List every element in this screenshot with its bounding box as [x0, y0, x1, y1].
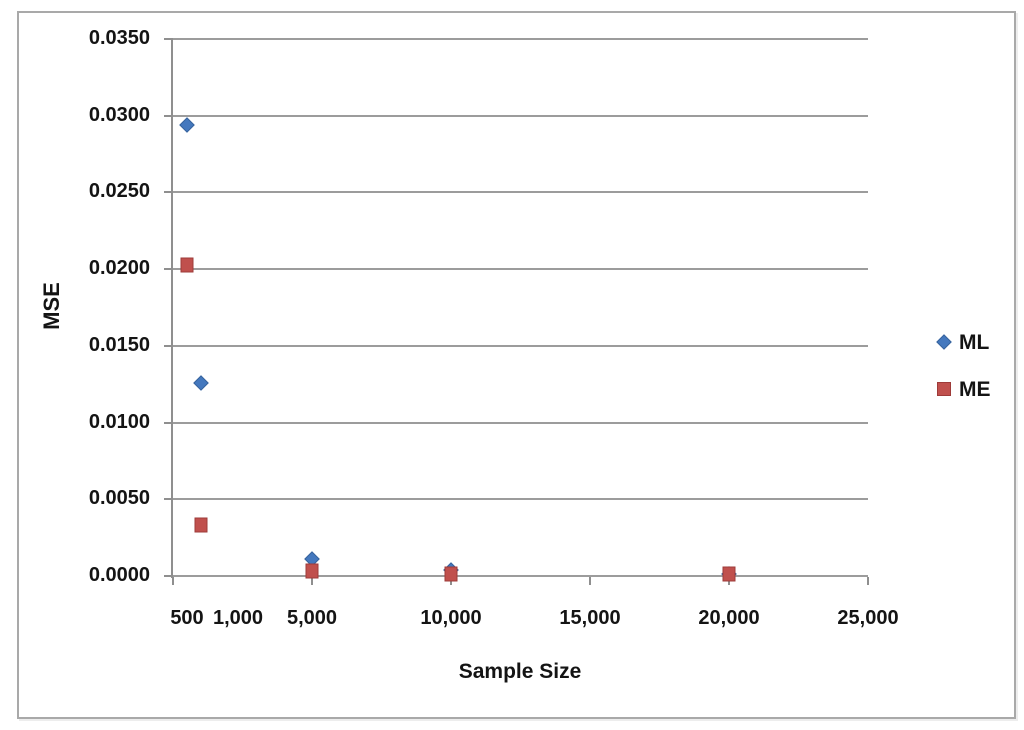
gridline	[173, 268, 868, 270]
y-axis-tick	[164, 268, 173, 270]
y-tick-label: 0.0100	[88, 411, 150, 434]
x-axis-tick	[172, 577, 174, 585]
gridline	[173, 498, 868, 500]
y-tick-label: 0.0200	[88, 257, 150, 280]
x-tick-label: 10,000	[420, 607, 482, 629]
data-point-me	[444, 566, 458, 582]
y-tick-label: 0.0000	[88, 564, 150, 587]
square-marker-icon	[936, 381, 952, 397]
legend-label-ml: ML	[959, 330, 990, 354]
data-point-me	[194, 517, 208, 533]
legend-item-me: ME	[936, 377, 991, 401]
data-point-ml	[193, 375, 209, 391]
legend: ML ME	[936, 330, 991, 424]
y-axis-title: MSE	[39, 282, 64, 330]
y-axis-tick	[164, 422, 173, 424]
y-axis-tick	[164, 191, 173, 193]
diamond-marker-icon	[936, 334, 952, 350]
gridline	[173, 191, 868, 193]
y-tick-label: 0.0350	[88, 27, 150, 50]
gridline	[173, 575, 868, 577]
legend-label-me: ME	[959, 377, 991, 401]
gridline	[173, 422, 868, 424]
y-axis-line	[171, 39, 173, 578]
y-tick-label: 0.0050	[88, 487, 150, 510]
y-axis-tick	[164, 575, 173, 577]
y-axis-tick	[164, 345, 173, 347]
legend-item-ml: ML	[936, 330, 991, 354]
y-tick-label: 0.0150	[88, 334, 150, 357]
x-axis-tick	[589, 577, 591, 585]
x-tick-label: 25,000	[837, 607, 899, 629]
y-axis-tick	[164, 38, 173, 40]
x-tick-label: 1,000	[212, 607, 264, 629]
x-axis-tick	[311, 577, 313, 585]
y-axis-tick	[164, 498, 173, 500]
gridline	[173, 115, 868, 117]
x-tick-label: 500	[170, 607, 204, 629]
y-tick-label: 0.0250	[88, 180, 150, 203]
x-tick-label: 15,000	[559, 607, 621, 629]
data-point-ml	[179, 117, 195, 133]
x-tick-label: 5,000	[286, 607, 338, 629]
x-axis-tick	[867, 577, 869, 585]
data-point-me	[722, 566, 736, 582]
y-tick-label: 0.0300	[88, 104, 150, 127]
x-tick-label: 20,000	[698, 607, 760, 629]
data-point-me	[305, 563, 319, 579]
data-point-me	[180, 257, 194, 273]
x-axis-title: Sample Size	[458, 660, 582, 683]
gridline	[173, 345, 868, 347]
gridline	[173, 38, 868, 40]
y-axis-tick	[164, 115, 173, 117]
